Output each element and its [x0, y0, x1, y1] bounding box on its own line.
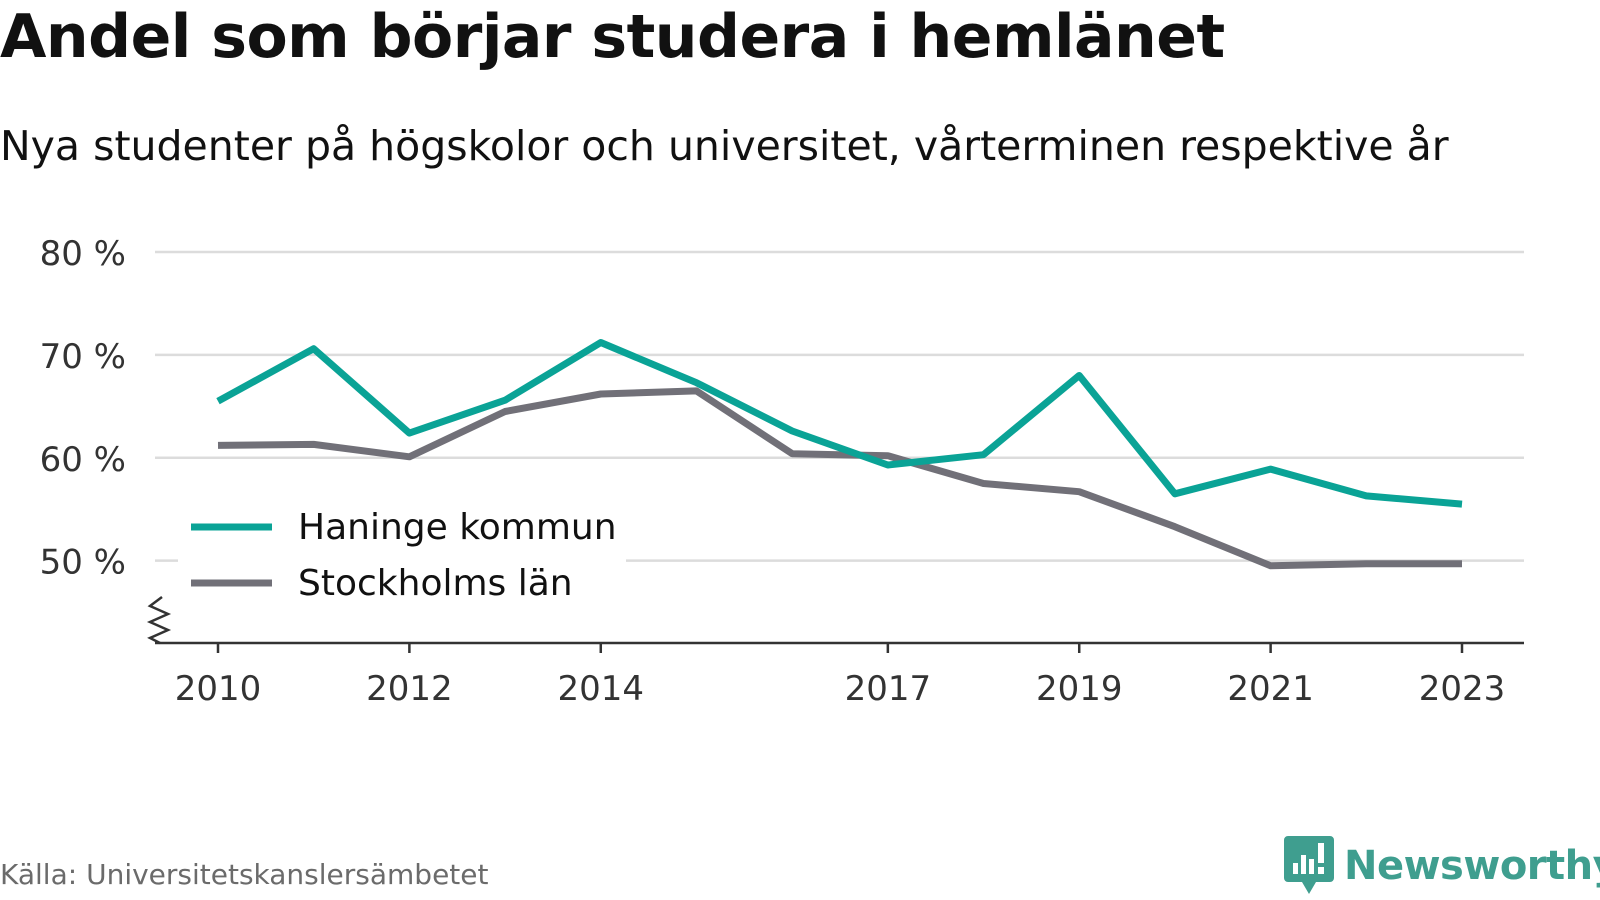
x-tick-label: 2010 [175, 669, 262, 709]
series-lines [216, 339, 1463, 570]
x-tick-label: 2021 [1227, 669, 1314, 709]
chart-title: Andel som börjar studera i hemlänet [0, 2, 1225, 72]
chart-subtitle: Nya studenter på högskolor och universit… [0, 122, 1449, 170]
x-tick-label: 2019 [1036, 669, 1123, 709]
legend-background [178, 492, 626, 612]
brand-name: Newsworthy [1344, 843, 1600, 889]
x-tick-label: 2014 [558, 669, 645, 709]
y-axis-ticks: 50 % 60 % 70 % 80 % [40, 234, 126, 583]
legend-label: Haninge kommun [298, 507, 617, 548]
newsworthy-logo-icon [1284, 836, 1334, 894]
legend: Haninge kommun Stockholms län [178, 492, 626, 612]
x-axis-ticks: 2010 2012 2014 2017 2019 2021 2023 [175, 643, 1506, 709]
series-line-stockholm [217, 387, 1462, 570]
series-line-haninge [216, 339, 1463, 508]
x-tick-label: 2023 [1419, 669, 1506, 709]
y-tick-label: 50 % [40, 543, 126, 583]
source-note: Källa: Universitetskanslersämbetet [0, 858, 489, 891]
y-tick-label: 60 % [40, 440, 126, 480]
x-tick-label: 2017 [845, 669, 932, 709]
legend-label: Stockholms län [298, 563, 573, 604]
y-tick-label: 70 % [40, 337, 126, 377]
y-tick-label: 80 % [40, 234, 126, 274]
x-axis [146, 596, 1524, 645]
axis-break-marker [146, 596, 172, 645]
x-tick-label: 2012 [366, 669, 453, 709]
line-chart: 50 % 60 % 70 % 80 % 2010 2012 2014 2017 2019 202… [40, 234, 1524, 709]
brand-logo: Newsworthy [1284, 836, 1600, 896]
